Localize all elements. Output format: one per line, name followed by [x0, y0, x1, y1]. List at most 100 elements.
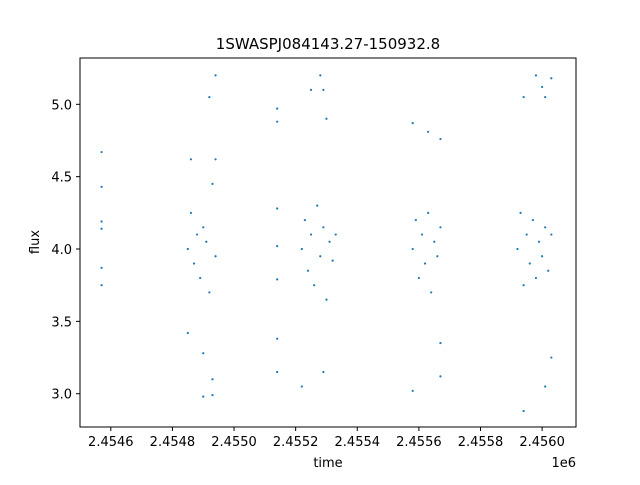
data-point — [189, 211, 193, 214]
data-point — [439, 226, 442, 229]
data-point — [417, 276, 420, 280]
data-point — [534, 276, 538, 280]
data-point — [544, 385, 547, 388]
data-point — [100, 266, 103, 269]
x-tick-label: 2.4556 — [396, 435, 442, 450]
data-point — [531, 218, 534, 222]
y-axis: 3.0 3.5 4.0 4.5 5.0 — [51, 98, 80, 403]
data-point — [544, 226, 547, 229]
data-point — [534, 74, 538, 77]
x-axis-label: time — [313, 456, 342, 471]
data-point — [427, 130, 430, 133]
data-point — [276, 337, 279, 340]
data-point — [411, 247, 414, 251]
data-point — [199, 276, 202, 280]
data-point — [541, 85, 544, 89]
data-point — [100, 227, 103, 230]
data-point — [316, 204, 319, 207]
data-point — [300, 385, 303, 388]
data-point — [303, 218, 306, 222]
data-point — [420, 233, 424, 236]
y-tick-label: 3.0 — [51, 388, 72, 403]
data-point — [423, 262, 427, 265]
data-point — [205, 240, 208, 243]
data-point — [550, 77, 553, 80]
data-point — [208, 291, 211, 294]
data-point — [322, 370, 325, 374]
x-tick-label: 2.4552 — [273, 435, 319, 450]
chart-title: 1SWASPJ084143.27-150932.8 — [216, 35, 440, 53]
data-point — [427, 211, 430, 214]
data-point — [525, 233, 528, 236]
data-point — [430, 291, 433, 294]
x-tick-label: 2.4560 — [519, 435, 565, 450]
data-point — [331, 259, 334, 262]
data-point — [544, 95, 547, 99]
x-tick-label: 2.4548 — [150, 435, 196, 450]
data-point — [202, 352, 205, 355]
data-point — [214, 74, 217, 77]
data-point — [309, 88, 313, 91]
data-point — [522, 409, 525, 413]
x-tick-label: 2.4546 — [88, 435, 134, 450]
data-point — [411, 122, 414, 125]
data-point — [276, 278, 279, 281]
data-point — [319, 255, 322, 258]
plot-frame — [79, 57, 577, 428]
data-point — [522, 95, 525, 99]
x-axis: 2.4546 2.4548 2.4550 2.4552 2.4554 2.4556 2.45… — [88, 427, 565, 450]
x-tick-label: 2.4554 — [335, 435, 381, 450]
data-point — [192, 262, 196, 265]
data-point — [300, 247, 303, 251]
data-point — [313, 284, 316, 287]
data-point — [414, 218, 417, 222]
data-point — [189, 158, 193, 161]
data-point — [537, 240, 541, 243]
data-point — [309, 233, 313, 236]
data-point — [439, 137, 442, 141]
data-point — [195, 233, 199, 236]
data-point — [550, 356, 553, 359]
data-point — [328, 240, 331, 243]
data-point — [214, 158, 217, 161]
data-point — [186, 247, 189, 251]
data-point — [436, 255, 439, 258]
data-point — [100, 150, 103, 154]
data-point — [519, 211, 522, 214]
data-point — [541, 255, 544, 258]
data-point — [528, 262, 531, 265]
data-points — [100, 74, 553, 413]
data-point — [186, 331, 189, 335]
data-point — [550, 233, 553, 236]
x-offset-label: 1e6 — [551, 456, 576, 471]
y-tick-label: 4.0 — [51, 243, 72, 258]
data-point — [516, 247, 519, 251]
y-axis-label: flux — [28, 230, 43, 254]
data-point — [202, 226, 205, 229]
data-point — [322, 88, 325, 91]
y-tick-label: 3.5 — [51, 315, 72, 330]
data-point — [439, 341, 442, 345]
x-tick-label: 2.4558 — [458, 435, 504, 450]
x-tick-label: 2.4550 — [211, 435, 257, 450]
data-point — [211, 394, 214, 397]
data-point — [211, 378, 214, 381]
data-point — [100, 185, 103, 188]
data-point — [100, 284, 103, 287]
data-point — [306, 269, 310, 272]
data-point — [522, 284, 525, 287]
data-point — [276, 107, 279, 110]
data-point — [208, 95, 211, 99]
data-point — [411, 389, 414, 392]
data-point — [100, 220, 103, 223]
data-point — [211, 182, 214, 185]
data-point — [322, 226, 325, 229]
data-point — [439, 375, 442, 378]
data-point — [276, 245, 279, 248]
data-point — [214, 255, 217, 258]
data-point — [319, 74, 322, 77]
data-point — [276, 207, 279, 210]
data-point — [325, 117, 328, 120]
